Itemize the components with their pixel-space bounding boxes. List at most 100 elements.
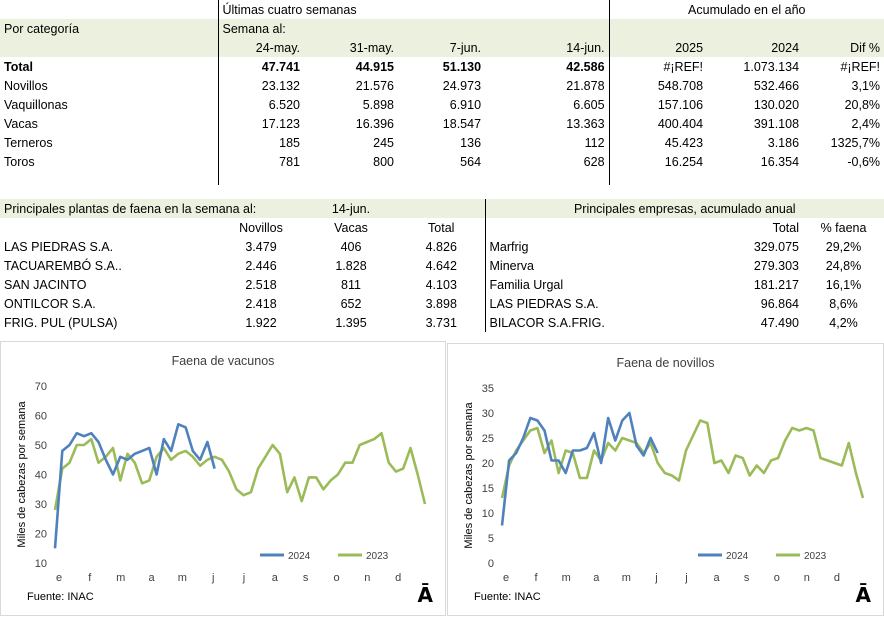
- company-name: Minerva: [484, 256, 609, 275]
- week-value: 628: [583, 154, 605, 169]
- week-value: 23.132: [217, 76, 304, 95]
- x-tick-label: s: [744, 572, 750, 584]
- table-row: ONTILCOR S.A. 2.418 652 3.898 LAS PIEDRAS S.…: [0, 294, 884, 313]
- plant-value: 1.922: [245, 315, 277, 330]
- plant-name: ONTILCOR S.A.: [4, 296, 96, 311]
- plant-value: 2.518: [245, 277, 277, 292]
- plant-value: 4.826: [425, 239, 457, 254]
- series-line-2023: [500, 419, 865, 499]
- x-tick-label: o: [333, 572, 339, 584]
- week-value: 21.878: [566, 78, 605, 93]
- acum-col: Dif %: [850, 40, 881, 55]
- company-name: LAS PIEDRAS S.A.: [484, 294, 609, 313]
- x-tick-label: m: [622, 572, 631, 584]
- acum-value: 532.466: [753, 78, 800, 93]
- chart-vacunos: Faena de vacunos 10 20 30 40 50 60 70 Miles de …: [0, 341, 446, 616]
- y-tick-label: 35: [482, 383, 494, 395]
- acum-col: 2025: [608, 38, 708, 57]
- y-tick-label: 10: [35, 558, 47, 570]
- week-value: 44.915: [355, 59, 394, 74]
- y-axis-label: Miles de cabezas por semana: [463, 402, 475, 549]
- x-tick-label: s: [303, 572, 309, 584]
- week-col: 31-may.: [349, 40, 394, 55]
- y-tick-label: 30: [35, 499, 47, 511]
- acum-value: 20,8%: [844, 97, 881, 112]
- header-acum: Acumulado en el año: [608, 0, 884, 19]
- x-tick-label: j: [211, 572, 214, 584]
- y-tick-label: 30: [482, 408, 494, 420]
- table-row: Novillos 23.132 21.576 24.973 21.878 548.708 5…: [0, 76, 884, 95]
- week-value: 47.741: [217, 57, 304, 76]
- company-value: 24,8%: [825, 258, 862, 273]
- plant-value: 3.898: [425, 296, 457, 311]
- week-value: 112: [584, 135, 605, 150]
- row-label: Terneros: [4, 135, 53, 150]
- acum-value: 1325,7%: [830, 135, 881, 150]
- row-label: Toros: [4, 154, 35, 169]
- plants-date: 14-jun.: [331, 201, 371, 216]
- week-value: 781: [217, 152, 304, 171]
- acum-value: #¡REF!: [840, 59, 881, 74]
- y-tick-label: 70: [35, 381, 47, 393]
- company-value: 29,2%: [825, 239, 862, 254]
- company-value: 47.490: [760, 315, 799, 330]
- y-tick-label: 50: [35, 440, 47, 452]
- x-tick-label: f: [535, 572, 539, 584]
- table-row: LAS PIEDRAS S.A. 3.479 406 4.826 Marfrig 329.…: [0, 237, 884, 256]
- y-tick-label: 15: [482, 483, 494, 495]
- acum-value: 400.404: [608, 114, 708, 133]
- plant-value: 4.103: [425, 277, 457, 292]
- plants-title: Principales plantas de faena en la seman…: [4, 201, 257, 216]
- table-row: Terneros 185 245 136 112 45.423 3.186 1325,7%: [0, 133, 884, 152]
- acum-value: 391.108: [753, 116, 800, 131]
- x-tick-label: j: [242, 572, 245, 584]
- week-col: 7-jun.: [449, 40, 482, 55]
- plant-value: 3.731: [425, 315, 457, 330]
- company-value: 8,6%: [829, 296, 858, 311]
- plant-value: 652: [340, 296, 362, 311]
- company-name: BILACOR S.A.FRIG.: [484, 313, 609, 332]
- company-value: 181.217: [753, 277, 799, 292]
- y-tick-label: 40: [35, 470, 47, 482]
- week-value: 564: [460, 154, 482, 169]
- y-tick-label: 0: [488, 558, 494, 570]
- legend-label: 2024: [726, 551, 749, 562]
- week-value: 42.586: [566, 59, 605, 74]
- logo-icon: Ā: [417, 583, 433, 607]
- plant-value: 811: [341, 277, 361, 292]
- acum-value: 2,4%: [851, 116, 881, 131]
- week-value: 6.520: [217, 95, 304, 114]
- plants-col: Total: [428, 220, 455, 235]
- acum-col: 2024: [771, 40, 800, 55]
- week-value: 16.396: [355, 116, 394, 131]
- plant-value: 1.828: [335, 258, 367, 273]
- week-value: 18.547: [442, 116, 482, 131]
- x-tick-label: j: [684, 572, 687, 584]
- week-value: 245: [373, 135, 394, 150]
- week-value: 17.123: [217, 114, 304, 133]
- logo-icon: Ā: [855, 583, 871, 607]
- label-semana: Semana al:: [217, 19, 486, 38]
- plant-value: 1.395: [335, 315, 367, 330]
- week-value: 6.910: [449, 97, 482, 112]
- plants-companies-table: Principales plantas de faena en la seman…: [0, 199, 884, 332]
- acum-value: 45.423: [608, 133, 708, 152]
- acum-value: 1.073.134: [743, 59, 800, 74]
- acum-value: 16.354: [760, 154, 800, 169]
- x-tick-label: j: [654, 572, 657, 584]
- week-value: 6.605: [573, 97, 605, 112]
- x-tick-label: a: [714, 572, 721, 584]
- acum-value: 130.020: [753, 97, 800, 112]
- plant-name: LAS PIEDRAS S.A.: [4, 239, 114, 254]
- row-label: Vacas: [4, 116, 38, 131]
- y-tick-label: 10: [482, 508, 494, 520]
- y-tick-label: 5: [488, 533, 494, 545]
- table-row: SAN JACINTO 2.518 811 4.103 Familia Urgal 181…: [0, 275, 884, 294]
- week-value: 136: [460, 135, 482, 150]
- acum-value: 3.186: [767, 135, 800, 150]
- chart-title: Faena de vacunos: [171, 354, 275, 368]
- table-row: FRIG. PUL (PULSA) 1.922 1.395 3.731 BILACOR …: [0, 313, 884, 332]
- company-value: 329.075: [753, 239, 799, 254]
- legend-label: 2024: [288, 551, 311, 562]
- table-row: Vacas 17.123 16.396 18.547 13.363 400.404 391.…: [0, 114, 884, 133]
